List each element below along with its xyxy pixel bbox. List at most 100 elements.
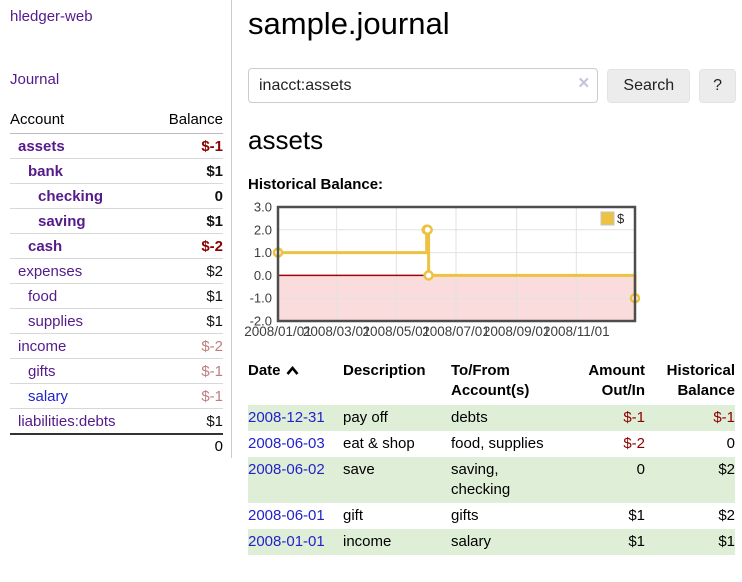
account-row: cash $-2 (10, 233, 223, 259)
account-balance: $2 (150, 258, 223, 284)
sort-ascending-icon (286, 362, 299, 382)
register-header-date[interactable]: Date (248, 359, 343, 405)
transaction-date: 2008-06-03 (248, 431, 343, 457)
transaction-date-link[interactable]: 2008-12-31 (248, 409, 325, 426)
chart-label: Historical Balance: (248, 176, 384, 193)
sidebar-account-salary[interactable]: salary (28, 387, 69, 405)
plot-border (276, 205, 637, 323)
transaction-accounts: debts (451, 409, 488, 426)
register-header-balance[interactable]: Historical Balance (666, 362, 735, 399)
help-button[interactable]: ? (699, 68, 736, 103)
y-axis-tick-label: -2.0 (250, 314, 272, 329)
legend-label: $ (617, 211, 625, 226)
transaction-description: income (343, 533, 392, 550)
transaction-row[interactable]: 2008-06-02 save saving, checking 0 $2 (248, 457, 735, 503)
account-row: liabilities:debts $1 (10, 409, 223, 435)
transaction-accounts: food, supplies (451, 435, 544, 452)
y-axis-tick-label: 2.0 (254, 222, 272, 237)
sidebar-account-supplies[interactable]: supplies (28, 312, 84, 330)
account-row: income $-2 (10, 333, 223, 359)
sidebar-account-checking[interactable]: checking (38, 187, 104, 205)
register-header-accounts[interactable]: To/From Account(s) (451, 362, 530, 399)
sidebar-account-gifts[interactable]: gifts (28, 362, 56, 380)
sidebar-account-assets[interactable]: assets (18, 137, 65, 155)
transaction-accounts: saving, checking (451, 461, 511, 498)
search-button[interactable]: Search (607, 68, 691, 103)
account-balance: $1 (150, 208, 223, 234)
transaction-balance: $-1 (713, 409, 735, 426)
sidebar-item-journal[interactable]: Journal (10, 71, 60, 88)
account-balance: $-2 (150, 333, 223, 359)
y-axis-tick-label: 1.0 (254, 245, 272, 260)
transaction-amount: $1 (628, 507, 645, 524)
transaction-amount: $-1 (623, 409, 645, 426)
transaction-date-link[interactable]: 2008-01-01 (248, 533, 325, 550)
y-axis-tick-label: -1.0 (250, 291, 272, 306)
legend-swatch-icon (600, 211, 615, 226)
transaction-balance: $2 (718, 461, 735, 478)
transaction-date-link[interactable]: 2008-06-03 (248, 435, 325, 452)
transaction-date: 2008-06-01 (248, 503, 343, 529)
account-row: gifts $-1 (10, 358, 223, 384)
transaction-amount: $-2 (623, 435, 645, 452)
transaction-row[interactable]: 2008-12-31 pay off debts $-1 $-1 (248, 405, 735, 431)
sidebar-account-cash[interactable]: cash (28, 237, 63, 255)
transaction-date-link[interactable]: 2008-06-02 (248, 461, 325, 478)
transaction-balance: $2 (718, 507, 735, 524)
x-axis-tick-label: 2008/01/01 (244, 324, 312, 339)
account-row: bank $1 (10, 158, 223, 184)
transaction-date: 2008-01-01 (248, 529, 343, 555)
accounts-header-account: Account (10, 108, 151, 134)
transaction-description: save (343, 461, 375, 478)
register-table: Date Description To/From Account(s) Amou… (248, 359, 735, 555)
transaction-row[interactable]: 2008-06-03 eat & shop food, supplies $-2 0 (248, 431, 735, 457)
account-balance: $-1 (150, 358, 223, 384)
account-heading: assets (248, 125, 324, 155)
register-header-date-label: Date (248, 362, 281, 379)
account-row: salary $-1 (10, 383, 223, 409)
clear-search-icon[interactable]: × (578, 73, 590, 94)
transaction-description: eat & shop (343, 435, 415, 452)
y-axis-tick-label: 0.0 (254, 268, 272, 283)
x-axis-tick-label: 2008/07/01 (422, 324, 490, 339)
search-input[interactable] (248, 68, 599, 103)
account-row: expenses $2 (10, 258, 223, 284)
register-header-amount[interactable]: Amount Out/In (588, 362, 645, 399)
register-header-description[interactable]: Description (343, 362, 426, 379)
sidebar-account-liabilities-debts[interactable]: liabilities:debts (18, 412, 116, 430)
transaction-row[interactable]: 2008-01-01 income salary $1 $1 (248, 529, 735, 555)
transaction-date: 2008-06-02 (248, 457, 343, 503)
sidebar-account-income[interactable]: income (18, 337, 67, 355)
x-axis-tick-label: 2008/03/01 (303, 324, 371, 339)
main-content: sample.journal × Search ? assets Histori… (244, 0, 742, 575)
account-row: checking 0 (10, 183, 223, 209)
search-field-wrapper: × (248, 68, 599, 103)
app-title-link[interactable]: hledger-web (10, 8, 93, 25)
x-axis-tick-label: 2008/05/01 (363, 324, 431, 339)
sidebar-account-food[interactable]: food (28, 287, 58, 305)
account-balance: $1 (150, 308, 223, 334)
x-axis-tick-label: 2008/09/01 (483, 324, 551, 339)
x-axis-tick-label: 2008/11/01 (543, 324, 610, 339)
sidebar-account-saving[interactable]: saving (38, 212, 86, 230)
sidebar-account-expenses[interactable]: expenses (18, 262, 83, 280)
accounts-total-spacer (10, 433, 151, 458)
transaction-balance: $1 (718, 533, 735, 550)
accounts-total-value: 0 (150, 433, 223, 458)
transaction-amount: 0 (636, 461, 645, 478)
search-row: × Search ? (248, 68, 736, 103)
transaction-description: gift (343, 507, 364, 524)
account-balance: $-2 (150, 233, 223, 259)
sidebar-account-bank[interactable]: bank (28, 162, 64, 180)
transaction-row[interactable]: 2008-06-01 gift gifts $1 $2 (248, 503, 735, 529)
transaction-amount: $1 (628, 533, 645, 550)
account-balance: $1 (150, 283, 223, 309)
account-balance: $1 (206, 412, 223, 430)
transaction-accounts: gifts (451, 507, 479, 524)
transaction-date-link[interactable]: 2008-06-01 (248, 507, 325, 524)
y-axis-tick-label: 3.0 (254, 200, 272, 215)
transaction-balance: 0 (726, 435, 735, 452)
account-row: saving $1 (10, 208, 223, 234)
account-balance: $-1 (150, 133, 223, 159)
transaction-accounts: salary (451, 533, 492, 550)
